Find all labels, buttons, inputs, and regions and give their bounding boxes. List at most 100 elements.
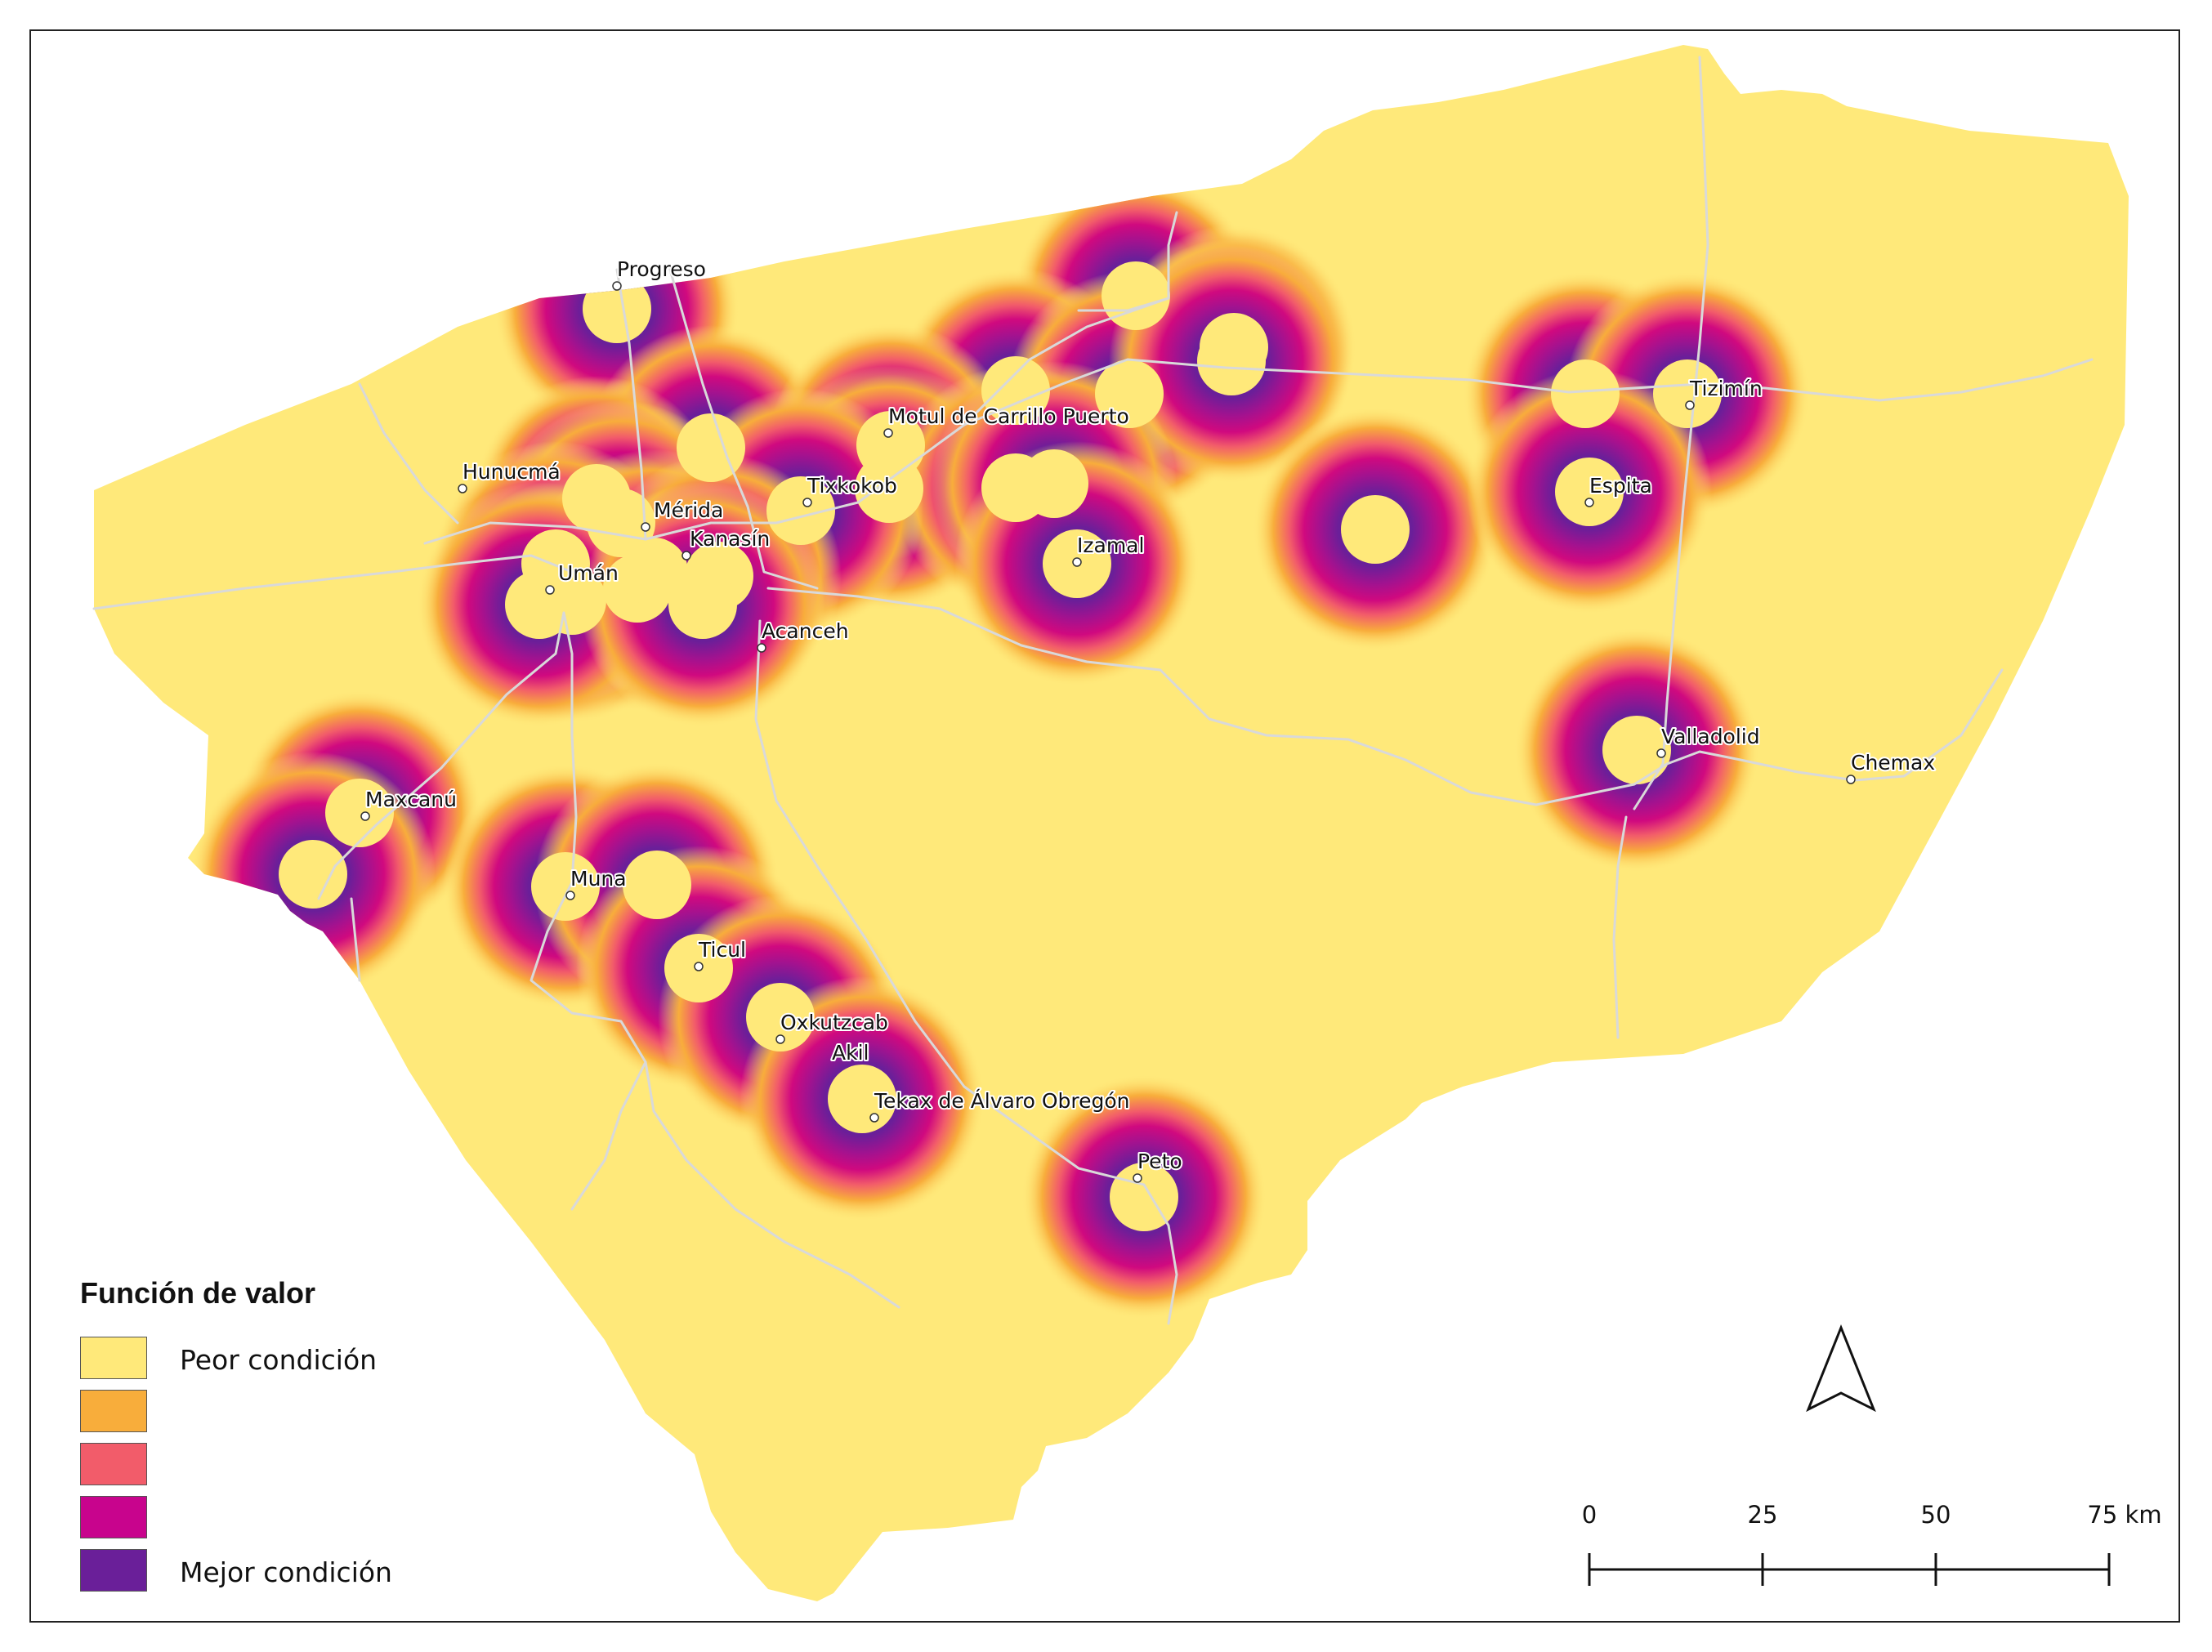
- city-point-icon: [360, 811, 370, 821]
- city-point-icon: [1656, 748, 1666, 758]
- city-label: Tekax de Álvaro Obregón: [874, 1089, 1130, 1113]
- road: [1633, 56, 1709, 810]
- city-marker: Tekax de Álvaro Obregón: [869, 1087, 1132, 1123]
- hotspot-core: [668, 570, 737, 639]
- city-marker: Progreso: [612, 256, 708, 291]
- city-marker: Oxkutzcab: [775, 1009, 890, 1044]
- city-label: Ticul: [698, 938, 746, 962]
- city-label: Kanasín: [690, 527, 770, 551]
- city-label: Chemax: [1851, 751, 1935, 775]
- city-point-icon: [641, 522, 650, 532]
- city-label: Hunucmá: [463, 460, 561, 484]
- legend-swatch: [80, 1549, 147, 1592]
- road: [644, 1060, 900, 1309]
- legend-swatch: [80, 1337, 147, 1379]
- legend-item-4: [80, 1496, 489, 1538]
- scale-tick-25: 25: [1748, 1501, 1778, 1529]
- hotspot-core: [1341, 495, 1410, 564]
- city-marker: Maxcanú: [360, 786, 458, 821]
- city-label: Tizimín: [1689, 377, 1763, 400]
- road: [1077, 297, 1170, 312]
- city-label: Acanceh: [762, 619, 849, 643]
- road: [423, 521, 647, 545]
- city-label: Espita: [1589, 474, 1652, 498]
- road-network: [92, 56, 2094, 1325]
- road: [1612, 815, 1628, 1039]
- hotspot-core: [1653, 359, 1722, 428]
- city-marker: Umán: [545, 560, 620, 595]
- city-point-icon: [775, 1034, 785, 1044]
- road: [644, 358, 2094, 541]
- hotspot-core: [766, 476, 835, 545]
- city-label: Valladolid: [1661, 725, 1760, 748]
- legend-item-best: Mejor condición: [80, 1549, 489, 1592]
- road: [317, 611, 565, 900]
- city-point-icon: [681, 551, 691, 560]
- north-arrow-icon: [1806, 1324, 1876, 1413]
- road: [963, 211, 1178, 426]
- city-point-icon: [869, 1113, 879, 1123]
- hotspot-core: [1102, 261, 1170, 330]
- city-point-icon: [1846, 775, 1856, 784]
- scale-tick-0: 0: [1582, 1501, 1597, 1529]
- city-marker: Peto: [1133, 1148, 1184, 1183]
- city-marker: Valladolid: [1656, 723, 1762, 758]
- legend-title: Función de valor: [80, 1276, 316, 1310]
- road: [92, 554, 574, 610]
- city-marker: Izamal: [1072, 532, 1146, 567]
- city-point-icon: [802, 498, 812, 507]
- legend-item-worst: Peor condición: [80, 1337, 489, 1379]
- road: [1665, 668, 2004, 782]
- city-label: Muna: [570, 867, 627, 891]
- road: [766, 587, 1669, 806]
- hotspot-core: [1602, 716, 1671, 784]
- city-marker: Tixkokob: [802, 472, 899, 507]
- city-point-icon: [1685, 400, 1695, 410]
- city-point-icon: [545, 585, 555, 595]
- city-label: Progreso: [617, 257, 706, 281]
- city-marker: Motul de Carrillo Puerto: [883, 403, 1131, 438]
- city-marker: Ticul: [694, 936, 748, 971]
- city-label: Tixkokob: [807, 474, 897, 498]
- legend: Función de valor Peor condición Mejor co…: [80, 1276, 505, 1619]
- city-label: Umán: [558, 561, 619, 585]
- city-markers: Progreso Hunucmá Mérida Umán Kanasín Acanceh T…: [360, 256, 1937, 1183]
- city-label: Izamal: [1077, 534, 1144, 557]
- hotspot-core: [279, 840, 347, 909]
- city-marker: Akil: [830, 1039, 870, 1066]
- legend-item-3: [80, 1443, 489, 1485]
- hotspot-core: [505, 570, 574, 639]
- hotspot-cores: [279, 261, 1722, 1231]
- hotspot-core: [828, 1065, 896, 1133]
- scale-tick-50: 50: [1921, 1501, 1951, 1529]
- city-marker: Tizimín: [1685, 375, 1764, 410]
- hotspot-core: [623, 851, 691, 919]
- legend-swatch: [80, 1443, 147, 1485]
- hotspot-core: [981, 356, 1050, 425]
- city-label: Oxkutzcab: [780, 1011, 888, 1034]
- city-marker: Acanceh: [757, 618, 851, 653]
- scale-bar: 0 25 50 75 km: [1582, 1501, 2162, 1586]
- city-marker: Espita: [1584, 472, 1654, 507]
- city-label: Peto: [1137, 1150, 1182, 1173]
- hotspot-core: [1555, 458, 1624, 526]
- hotspot-core: [1551, 359, 1620, 428]
- hotspot-core: [855, 454, 923, 523]
- city-point-icon: [883, 428, 893, 438]
- city-label: Maxcanú: [365, 788, 457, 811]
- city-marker: Chemax: [1846, 749, 1937, 784]
- city-label: Motul de Carrillo Puerto: [888, 404, 1129, 428]
- city-marker: Kanasín: [681, 525, 771, 560]
- scale-tick-75: 75 km: [2087, 1501, 2161, 1529]
- city-marker: Hunucmá: [458, 458, 562, 493]
- city-point-icon: [1133, 1173, 1142, 1183]
- legend-label: Mejor condición: [180, 1556, 392, 1588]
- hotspot-core: [531, 852, 600, 921]
- road: [358, 382, 459, 525]
- city-point-icon: [757, 643, 766, 653]
- road: [350, 897, 361, 982]
- city-point-icon: [1584, 498, 1594, 507]
- city-label: Mérida: [654, 498, 723, 522]
- road: [754, 619, 1178, 1325]
